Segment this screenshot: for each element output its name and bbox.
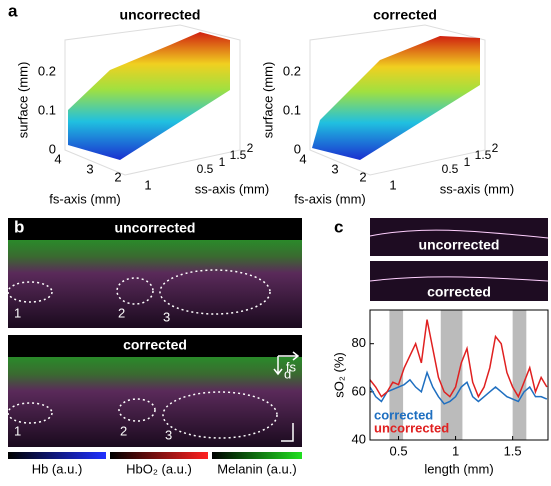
image-title: uncorrected [419,237,500,253]
x-tick-label: 1.5 [504,443,522,458]
ss-tick-label: 1 [464,155,471,169]
region-label: 2 [120,423,127,438]
z-tick-label: 0.2 [38,63,56,78]
y-tick-label: 80 [352,335,366,350]
region-label: 2 [118,305,125,320]
ss-tick-label: 2 [492,141,499,155]
fs-tick-label: 2 [114,169,121,184]
colorbar-label: HbO₂ (a.u.) [126,461,192,476]
plot-title: uncorrected [120,7,201,23]
fs-tick-label: 4 [54,151,61,166]
image-title: corrected [123,337,187,353]
ss-tick-label: 0.5 [442,162,459,176]
ss-tick-label: 1.5 [230,148,247,162]
z-tick-label: 0 [49,141,56,156]
panel-label: c [334,217,343,236]
ss-axis-label: ss-axis (mm) [440,181,514,196]
data-line [369,370,548,405]
fs-tick-label: 3 [331,161,338,176]
highlight-band [389,310,404,440]
z-tick-label: 0.1 [283,102,301,117]
x-tick-label: 0.5 [389,443,407,458]
highlight-band [512,310,527,440]
plot-title: corrected [373,7,437,23]
y-axis-label: sO₂ (%) [331,352,346,398]
ss-tick-label: 2 [247,141,254,155]
region-label: 1 [14,423,21,438]
y-tick-label: 40 [352,431,366,446]
region-label: 3 [165,427,172,442]
z-tick-label: 0.1 [38,102,56,117]
region-label: 3 [163,309,170,324]
z-axis-label: surface (mm) [260,62,275,139]
ss-axis-label: ss-axis (mm) [195,181,269,196]
plot-frame [369,309,549,441]
y-tick-label: 60 [352,383,366,398]
fs-tick-label: 1 [389,177,396,192]
fs-tick-label: 3 [86,161,93,176]
x-axis-label: length (mm) [424,461,493,476]
fs-axis-label: fs-axis (mm) [49,191,121,206]
panel-label: a [8,1,18,20]
fs-tick-label: 2 [359,169,366,184]
z-tick-label: 0 [294,141,301,156]
z-tick-label: 0.2 [283,63,301,78]
panel-label: b [14,217,24,236]
tissue-images [7,218,302,459]
axis-direction: fs [286,359,297,374]
region-label: 1 [14,305,21,320]
oct-images [369,218,549,301]
fs-axis-label: fs-axis (mm) [294,191,366,206]
image-title: uncorrected [115,220,196,236]
axis-direction: d [284,366,291,381]
legend-entry: corrected [374,407,433,422]
ss-tick-label: 1.5 [475,148,492,162]
colorbar-label: Melanin (a.u.) [217,461,296,476]
fs-tick-label: 4 [299,151,306,166]
highlight-band [440,310,463,440]
colorbar-label: Hb (a.u.) [32,461,83,476]
line-chart: 40 60 80 0.5 1 1.5 length (mm) sO₂ (%) corrected… [331,309,549,476]
ss-tick-label: 1 [219,155,226,169]
ss-tick-label: 0.5 [197,162,214,176]
z-axis-label: surface (mm) [15,62,30,139]
surface-plot-a [64,24,486,176]
fs-tick-label: 1 [144,177,151,192]
legend-entry: uncorrected [374,420,449,435]
x-tick-label: 1 [452,443,459,458]
image-title: corrected [427,284,491,300]
data-line [369,319,548,399]
